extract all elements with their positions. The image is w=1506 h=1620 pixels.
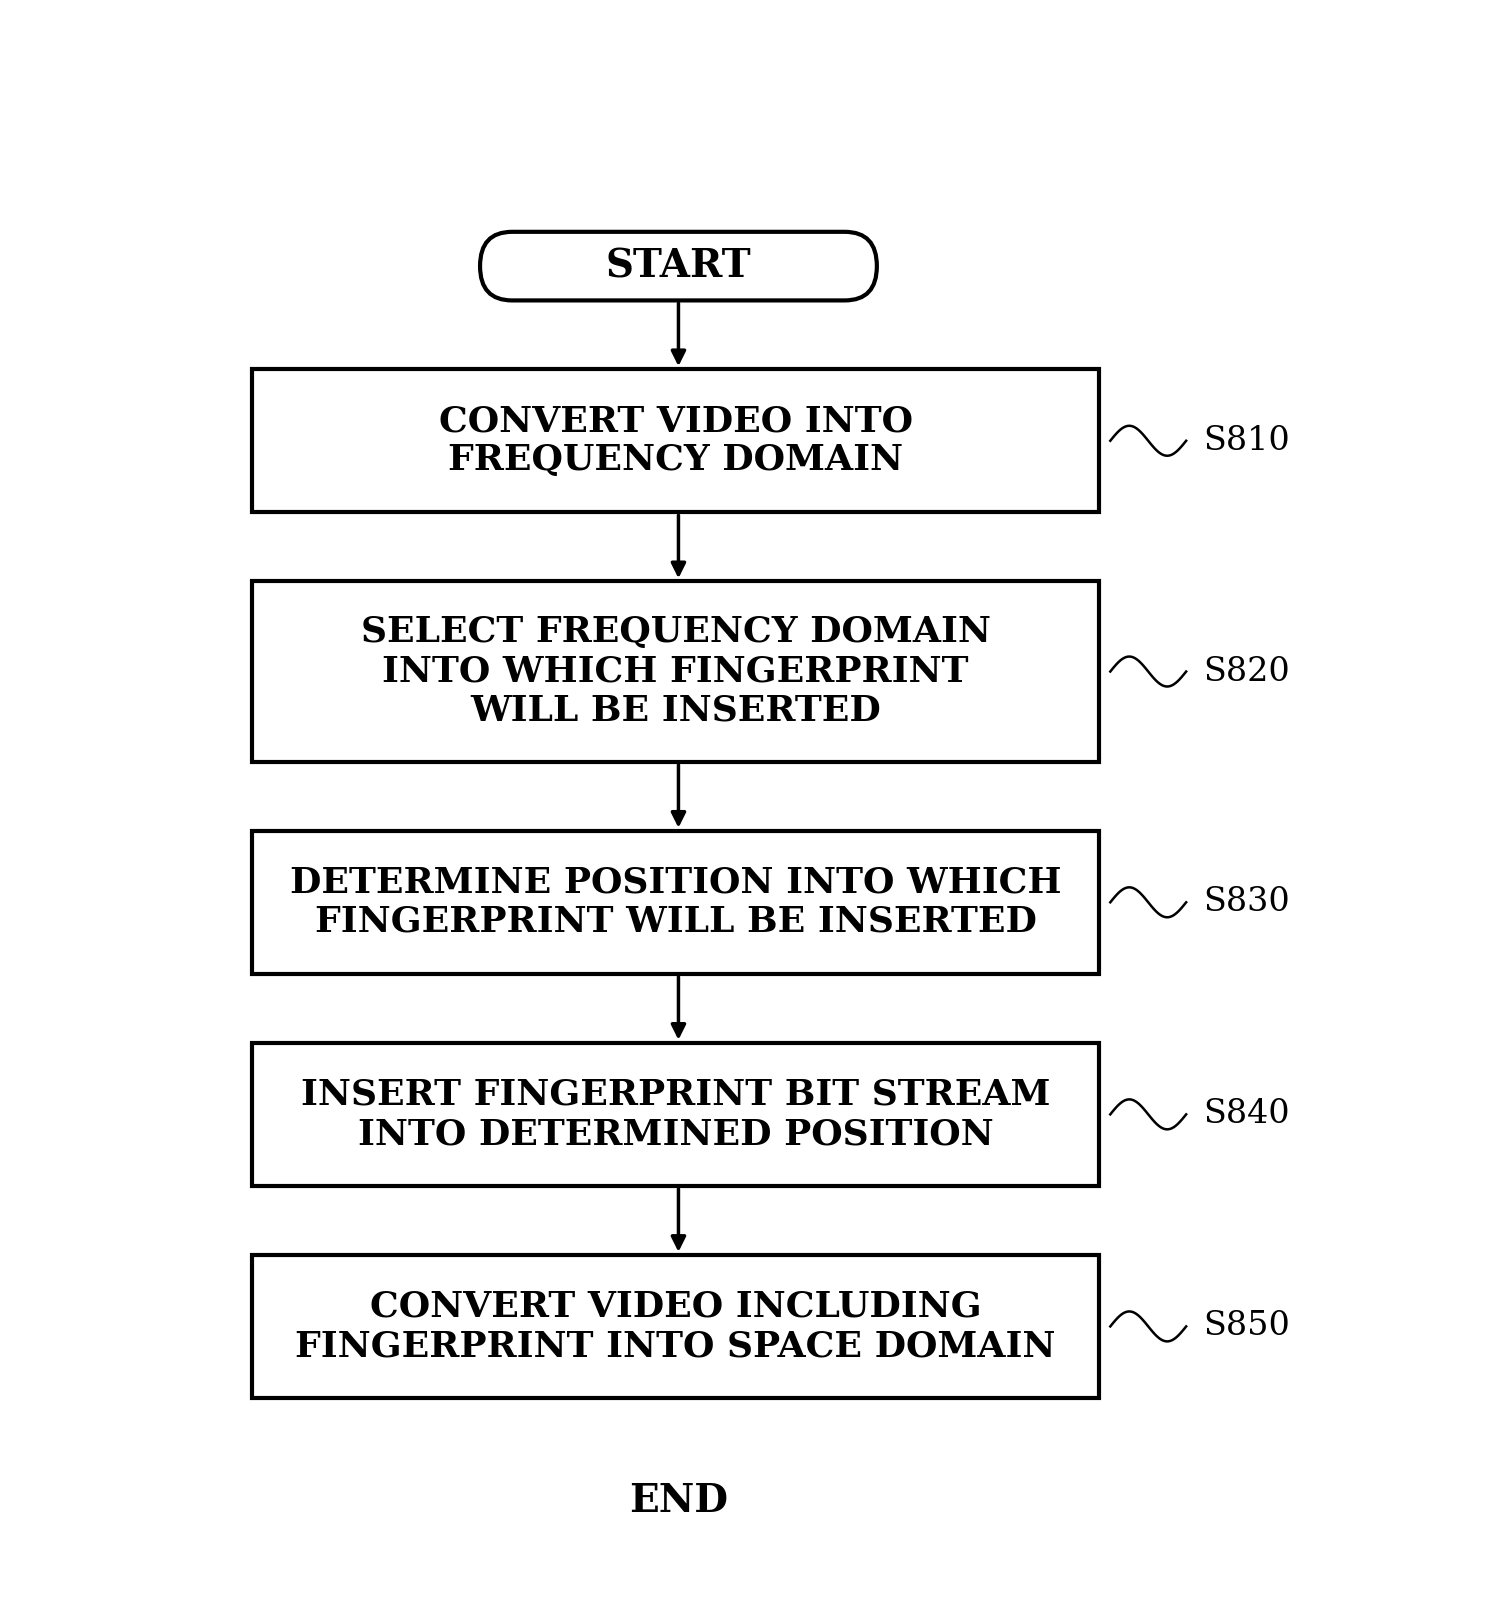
- Text: CONVERT VIDEO INTO
FREQUENCY DOMAIN: CONVERT VIDEO INTO FREQUENCY DOMAIN: [438, 403, 913, 478]
- Bar: [253, 582, 1098, 761]
- Text: S820: S820: [1203, 656, 1291, 687]
- Bar: [253, 1256, 1098, 1398]
- Bar: [253, 369, 1098, 512]
- Text: S840: S840: [1203, 1098, 1291, 1131]
- FancyBboxPatch shape: [480, 1466, 876, 1536]
- Text: INSERT FINGERPRINT BIT STREAM
INTO DETERMINED POSITION: INSERT FINGERPRINT BIT STREAM INTO DETER…: [301, 1077, 1050, 1152]
- Text: S850: S850: [1203, 1311, 1291, 1343]
- Text: S830: S830: [1203, 886, 1291, 919]
- Text: END: END: [630, 1482, 727, 1520]
- FancyBboxPatch shape: [480, 232, 876, 300]
- Text: CONVERT VIDEO INCLUDING
FINGERPRINT INTO SPACE DOMAIN: CONVERT VIDEO INCLUDING FINGERPRINT INTO…: [295, 1290, 1056, 1362]
- Text: START: START: [605, 248, 751, 285]
- Bar: [253, 831, 1098, 974]
- Text: SELECT FREQUENCY DOMAIN
INTO WHICH FINGERPRINT
WILL BE INSERTED: SELECT FREQUENCY DOMAIN INTO WHICH FINGE…: [360, 616, 991, 727]
- Text: S810: S810: [1203, 424, 1291, 457]
- Text: DETERMINE POSITION INTO WHICH
FINGERPRINT WILL BE INSERTED: DETERMINE POSITION INTO WHICH FINGERPRIN…: [289, 865, 1062, 940]
- Bar: [253, 1043, 1098, 1186]
